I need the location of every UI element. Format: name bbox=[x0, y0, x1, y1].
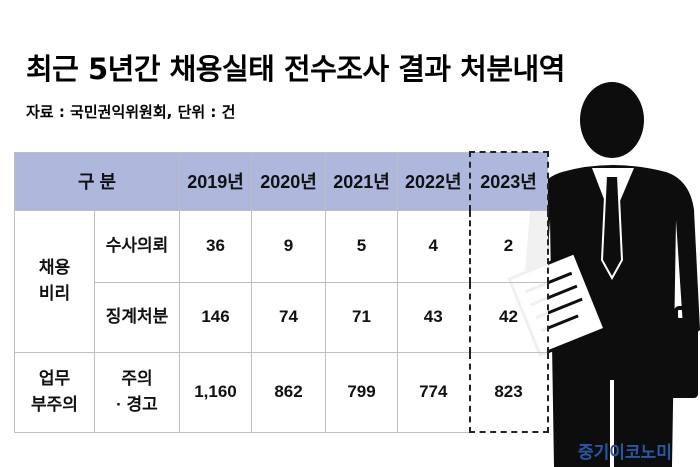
table-cell-highlight: 42 bbox=[468, 281, 549, 353]
table-cell: 36 bbox=[179, 209, 252, 283]
table-row: 업무 부주의 주의 · 경고 1,160 862 799 774 823 bbox=[14, 351, 549, 433]
table-cell: 4 bbox=[397, 209, 470, 283]
table-cell: 862 bbox=[251, 351, 326, 433]
header-year-highlight: 2023년 bbox=[468, 151, 549, 211]
header-row: 구 분 2019년 2020년 2021년 2022년 2023년 bbox=[14, 151, 549, 211]
header-year: 2019년 bbox=[179, 151, 252, 211]
item-label: 주의 · 경고 bbox=[94, 351, 180, 433]
disposition-table: 구 분 2019년 2020년 2021년 2022년 2023년 채용 비리 … bbox=[14, 151, 549, 433]
group-label: 업무 부주의 bbox=[14, 351, 95, 433]
source-unit-note: 자료 : 국민권익위원회, 단위 : 건 bbox=[26, 103, 236, 121]
table-cell-highlight: 823 bbox=[468, 351, 549, 433]
table-cell: 74 bbox=[251, 281, 326, 353]
brand-logo-text: 중기이코노미 bbox=[578, 443, 672, 463]
table-cell: 5 bbox=[325, 209, 398, 283]
page-title: 최근 5년간 채용실태 전수조사 결과 처분내역 bbox=[26, 52, 565, 86]
table-row: 채용 비리 수사의뢰 36 9 5 4 2 bbox=[14, 209, 549, 353]
table-cell: 774 bbox=[397, 351, 470, 433]
table-cell: 799 bbox=[325, 351, 398, 433]
header-category: 구 분 bbox=[14, 151, 180, 211]
table-cell: 146 bbox=[179, 281, 252, 353]
table-cell: 43 bbox=[397, 281, 470, 353]
table-cell: 71 bbox=[325, 281, 398, 353]
header-year: 2020년 bbox=[251, 151, 326, 211]
table-cell: 1,160 bbox=[179, 351, 252, 433]
item-label: 징계처분 bbox=[94, 281, 180, 353]
table-row: 징계처분 146 74 71 43 42 bbox=[15, 281, 549, 353]
header-year: 2021년 bbox=[325, 151, 398, 211]
table-cell: 9 bbox=[251, 209, 326, 283]
item-label: 수사의뢰 bbox=[94, 209, 180, 283]
header-year: 2022년 bbox=[397, 151, 470, 211]
group-label: 채용 비리 bbox=[14, 209, 95, 353]
table-cell-highlight: 2 bbox=[468, 209, 549, 283]
